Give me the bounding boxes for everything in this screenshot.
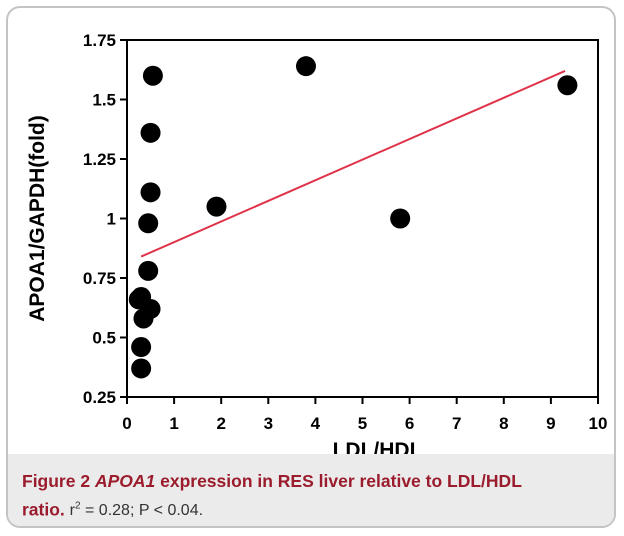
- caption-stats-rest: = 0.28; P < 0.04.: [80, 502, 204, 520]
- caption-gene: APOA1: [94, 471, 156, 491]
- data-point: [138, 260, 159, 281]
- data-point: [295, 56, 316, 77]
- x-tick-label: 5: [358, 414, 367, 433]
- y-tick-label: 1.25: [83, 150, 116, 169]
- x-tick-label: 9: [546, 414, 555, 433]
- data-point: [131, 337, 152, 358]
- y-tick-label: 1: [107, 210, 116, 229]
- x-tick-label: 4: [311, 414, 321, 433]
- x-axis-title: LDL/HDL: [333, 439, 423, 454]
- data-point: [133, 308, 154, 329]
- data-point: [557, 75, 578, 96]
- caption-stats: r2 = 0.28; P < 0.04.: [69, 501, 204, 520]
- data-point: [140, 122, 161, 143]
- y-tick-label: 1.5: [92, 91, 116, 110]
- y-tick-label: 0.75: [83, 269, 116, 288]
- y-tick-label: 0.25: [83, 388, 116, 407]
- caption-stats-exp: 2: [75, 501, 81, 512]
- x-tick-label: 2: [216, 414, 225, 433]
- x-tick-label: 7: [452, 414, 461, 433]
- figure-frame: 0 1 2 3 4 5 6 7 8 9 10 0.25 0.5 0.75 1 1.25 1.5 1.75 LDL/H…: [6, 6, 616, 528]
- data-point: [138, 213, 159, 234]
- data-point: [206, 196, 227, 217]
- x-tick-label: 1: [169, 414, 178, 433]
- data-point: [131, 358, 152, 379]
- plot-frame: [126, 39, 599, 398]
- caption-text: expression in RES liver relative to LDL/…: [155, 471, 522, 491]
- data-point: [390, 208, 411, 229]
- x-tick-label: 6: [405, 414, 414, 433]
- y-tick-label: 1.75: [83, 31, 116, 50]
- x-tick-label: 3: [264, 414, 273, 433]
- x-tick-label: 10: [589, 414, 608, 433]
- data-point: [142, 65, 163, 86]
- y-tick-label: 0.5: [92, 329, 116, 348]
- scatter-chart: 0 1 2 3 4 5 6 7 8 9 10 0.25 0.5 0.75 1 1.25 1.5 1.75 LDL/H…: [26, 31, 608, 454]
- figure-caption: Figure 2 APOA1 expression in RES liver r…: [22, 468, 600, 524]
- x-tick-label: 8: [499, 414, 508, 433]
- caption-label: Figure 2: [22, 471, 91, 491]
- x-tick-label: 0: [122, 414, 131, 433]
- caption-band: Figure 2 APOA1 expression in RES liver r…: [8, 454, 614, 526]
- y-axis-title: APOA1/GAPDH(fold): [26, 115, 49, 322]
- data-point: [140, 182, 161, 203]
- caption-stats-r: r: [69, 502, 75, 520]
- trend-line: [140, 70, 566, 258]
- caption-text-ratio: ratio.: [22, 499, 65, 520]
